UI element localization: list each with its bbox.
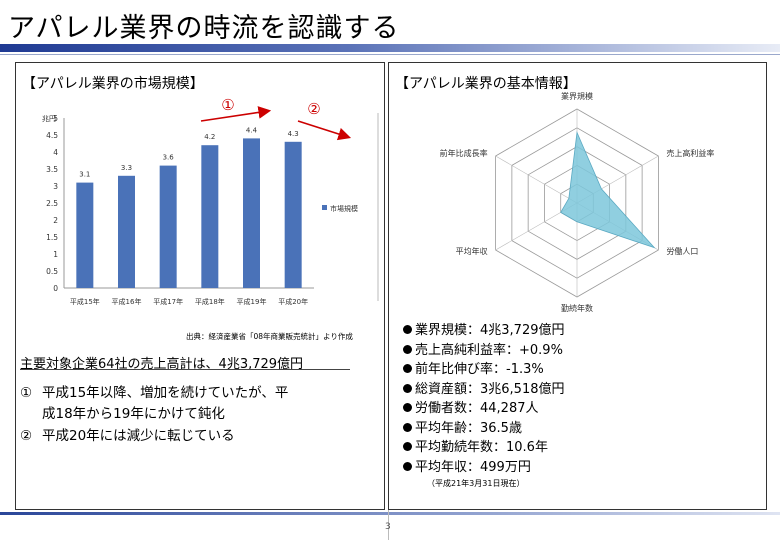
radar-axis-label: 売上高利益率 bbox=[666, 148, 714, 158]
legend-label: 市場規模 bbox=[330, 204, 358, 213]
note-2-number: ② bbox=[20, 428, 33, 444]
y-tick-label: 3.5 bbox=[46, 165, 58, 174]
bullet-icon bbox=[403, 364, 412, 373]
market-size-heading: 【アパレル業界の市場規模】 bbox=[22, 76, 204, 92]
bar-data-label: 4.3 bbox=[288, 130, 299, 138]
bar bbox=[201, 145, 219, 288]
note-1: ① 平成15年以降、増加を続けていたが、平 成18年から19年にかけて鈍化 bbox=[20, 383, 380, 425]
note-1-number: ① bbox=[20, 385, 33, 401]
x-tick-label: 平成18年 bbox=[195, 297, 225, 306]
sales-summary: 主要対象企業64社の売上高計は、4兆3,729億円 bbox=[20, 357, 304, 372]
y-tick-label: 4.5 bbox=[46, 131, 58, 140]
bullet-icon bbox=[403, 403, 412, 412]
y-tick-label: 2.5 bbox=[46, 199, 58, 208]
bar bbox=[118, 175, 135, 288]
radar-axis-label: 勤続年数 bbox=[561, 303, 593, 313]
chart-source: 出典：経済産業省「08年商業販売統計」より作成 bbox=[186, 332, 353, 341]
x-tick-label: 平成16年 bbox=[112, 297, 142, 306]
bar bbox=[159, 165, 177, 288]
bullet-icon bbox=[403, 344, 412, 354]
market-size-panel: 【アパレル業界の市場規模】 兆円 0 0.5 1 1.5 2 2.5 3 3.5 4 4.5 5 3.1… bbox=[15, 62, 385, 510]
footer-divider bbox=[388, 510, 389, 540]
y-tick-label: 0.5 bbox=[46, 267, 58, 276]
y-tick-label: 2 bbox=[53, 216, 58, 225]
x-tick-label: 平成17年 bbox=[153, 297, 183, 306]
y-tick-label: 1 bbox=[53, 250, 58, 259]
title-underline-thin bbox=[0, 54, 780, 55]
radar-axis-label: 前年比成長率 bbox=[440, 148, 488, 158]
bar-data-label: 3.1 bbox=[79, 171, 90, 179]
y-tick-label: 4 bbox=[53, 148, 58, 157]
bar bbox=[284, 141, 302, 288]
bar-data-label: 4.2 bbox=[204, 133, 215, 141]
note-1-text: 平成15年以降、増加を続けていたが、平 bbox=[42, 385, 289, 401]
info-item: 平均勤続年数：10.6年 bbox=[403, 436, 565, 456]
y-tick-label: 1.5 bbox=[46, 233, 58, 242]
info-item: 売上高純利益率：+0.9% bbox=[403, 339, 565, 359]
note-2: ② 平成20年には減少に転じている bbox=[20, 426, 380, 447]
note-1-text-cont: 成18年から19年にかけて鈍化 bbox=[42, 406, 225, 422]
trend-arrow-down bbox=[297, 120, 352, 141]
note-2-text: 平成20年には減少に転じている bbox=[42, 428, 235, 444]
y-tick-label: 5 bbox=[53, 114, 58, 123]
summary-underline bbox=[20, 369, 350, 370]
bullet-icon bbox=[403, 422, 412, 432]
basic-info-list: 業界規模：4兆3,729億円 売上高純利益率：+0.9% 前年比伸び率：-1.3… bbox=[403, 319, 565, 475]
info-item: 業界規模：4兆3,729億円 bbox=[403, 319, 565, 339]
info-item: 前年比伸び率：-1.3% bbox=[403, 358, 565, 378]
basic-info-panel: 【アパレル業界の基本情報】 業界規模売上高利益率 労働人口勤続年数 平均年収 前年比成… bbox=[388, 62, 767, 510]
basic-info-heading: 【アパレル業界の基本情報】 bbox=[395, 76, 577, 92]
bar bbox=[76, 182, 94, 288]
x-tick-label: 平成20年 bbox=[278, 297, 308, 306]
bar-data-label: 4.4 bbox=[246, 126, 258, 134]
bar bbox=[243, 138, 260, 288]
title-underline-bar bbox=[0, 44, 780, 52]
bar-data-label: 3.3 bbox=[121, 164, 132, 172]
page-title: アパレル業界の時流を認識する bbox=[8, 13, 400, 44]
x-tick-label: 平成15年 bbox=[70, 297, 100, 306]
info-item: 労働者数：44,287人 bbox=[403, 397, 565, 417]
marker-1: ① bbox=[221, 96, 234, 114]
radar-axis-label: 労働人口 bbox=[666, 246, 698, 256]
trend-arrow-up bbox=[200, 106, 272, 122]
y-tick-label: 3 bbox=[53, 182, 58, 191]
radar-data-area bbox=[560, 130, 656, 249]
info-item: 平均年齢：36.5歳 bbox=[403, 417, 565, 437]
radar-spoke bbox=[495, 155, 578, 204]
info-item: 総資産額：3兆6,518億円 bbox=[403, 378, 565, 398]
radar-axis-label: 業界規模 bbox=[561, 91, 593, 101]
bar-data-label: 3.6 bbox=[163, 154, 175, 162]
bullet-icon bbox=[403, 325, 412, 334]
legend-swatch bbox=[322, 205, 327, 210]
page-number: 3 bbox=[385, 522, 391, 532]
bullet-icon bbox=[403, 442, 412, 451]
bullet-icon bbox=[403, 383, 412, 393]
y-tick-label: 0 bbox=[53, 284, 58, 293]
info-item: 平均年収：499万円 bbox=[403, 456, 565, 476]
marker-2: ② bbox=[307, 100, 320, 118]
as-of-date: （平成21年3月31日現在） bbox=[427, 479, 525, 488]
market-size-bar-chart: 兆円 0 0.5 1 1.5 2 2.5 3 3.5 4 4.5 5 3.1 平成15年 3.3 平成16年 3… bbox=[42, 96, 379, 306]
footer-bar bbox=[0, 512, 780, 515]
y-axis-unit-label: 兆円 bbox=[42, 114, 56, 123]
bullet-icon bbox=[403, 461, 412, 471]
radar-axis-label: 平均年収 bbox=[456, 246, 488, 256]
x-tick-label: 平成19年 bbox=[237, 297, 267, 306]
